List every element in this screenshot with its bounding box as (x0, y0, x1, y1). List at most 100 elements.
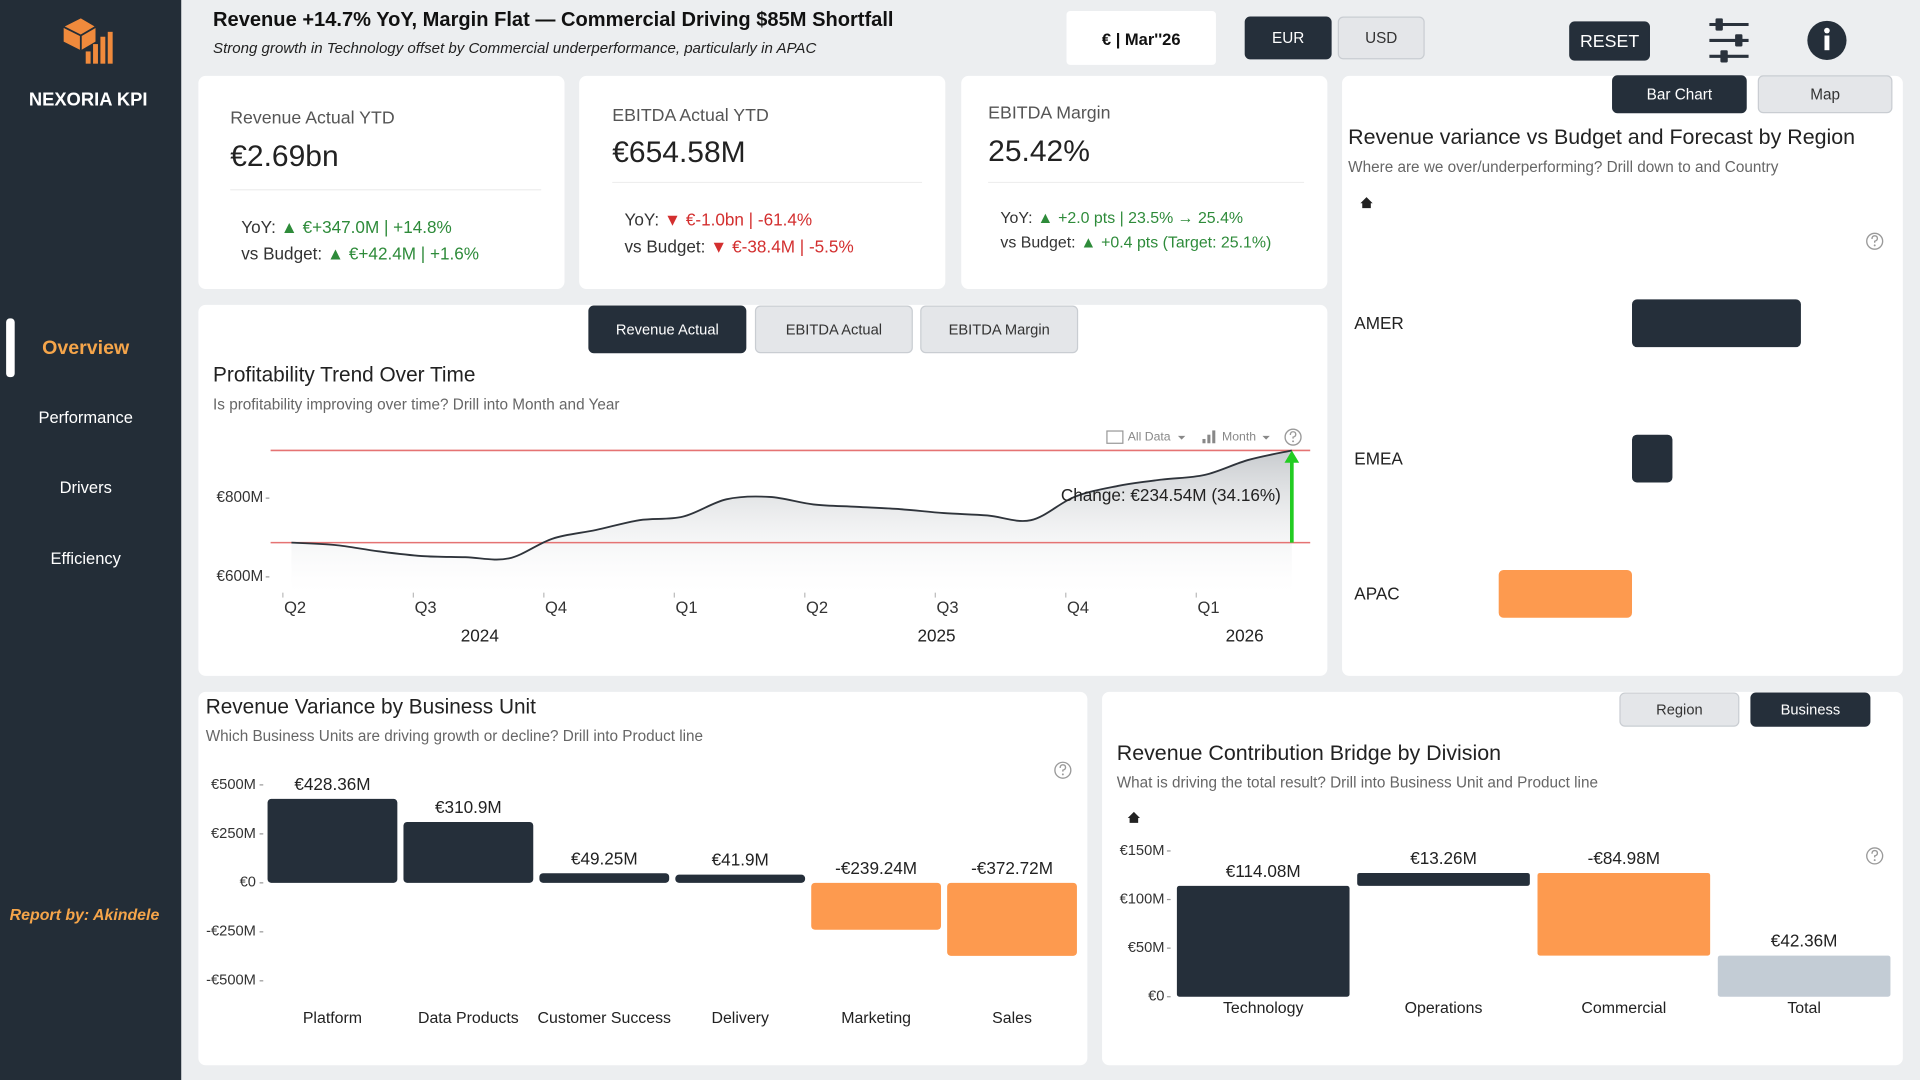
period-box[interactable] (1066, 11, 1216, 65)
x-tick-label: Data Products (418, 1010, 519, 1027)
card (198, 75, 565, 289)
nav-item[interactable]: Performance (38, 408, 133, 427)
y-tick-label: €50M (1128, 940, 1165, 956)
tab-button-label[interactable]: Revenue Actual (616, 322, 719, 338)
help-icon[interactable] (1054, 761, 1072, 779)
trend-area (291, 450, 1292, 593)
nav-item[interactable]: Overview (42, 337, 130, 359)
help-icon[interactable] (1866, 232, 1884, 250)
kpi-change: vs Budget: ▲ +0.4 pts (Target: 25.1%) (1000, 235, 1271, 252)
x-tick-label: Q1 (1197, 598, 1219, 617)
x-tick-label: Total (1787, 1000, 1821, 1017)
chart-subtitle: Is profitability improving over time? Dr… (213, 396, 619, 413)
chart-title: Profitability Trend Over Time (213, 363, 475, 386)
bar[interactable] (267, 798, 398, 883)
kpi-change-label: YoY: (624, 209, 659, 229)
control-label[interactable]: All Data (1128, 429, 1171, 443)
y-tick-label: -€500M (206, 973, 256, 989)
y-tick-label: €500M (211, 777, 256, 793)
header-title: Revenue +14.7% YoY, Margin Flat — Commer… (213, 9, 893, 31)
kpi-change-label: YoY: (241, 216, 276, 236)
tab-button[interactable] (754, 305, 913, 354)
x-tick-label: Delivery (711, 1010, 768, 1027)
currency-button[interactable] (1337, 16, 1425, 60)
chart-subtitle: What is driving the total result? Drill … (1117, 775, 1598, 792)
change-arrow-head (1284, 450, 1300, 463)
header-subtitle: Strong growth in Technology offset by Co… (213, 40, 816, 57)
bar[interactable] (1176, 885, 1350, 997)
view-toggle[interactable] (1750, 692, 1871, 727)
chart-subtitle: Which Business Units are driving growth … (206, 728, 703, 745)
kpi-change-arrow: ▲ (281, 216, 298, 236)
data-label: €310.9M (435, 797, 502, 817)
nav-item[interactable]: Drivers (60, 478, 112, 497)
credit: Report by: Akindele (10, 907, 160, 924)
bar[interactable] (1537, 872, 1711, 956)
tab-button-label[interactable]: EBITDA Margin (949, 322, 1050, 338)
x-tick-label: Commercial (1581, 1000, 1666, 1017)
x-tick-label: Q2 (284, 598, 306, 617)
bar[interactable] (1632, 299, 1801, 348)
kpi-change-arrow: ▲ (1080, 235, 1096, 252)
reset-button[interactable] (1569, 21, 1651, 61)
logo-cube-line (63, 26, 96, 51)
y-tick-label: €150M (1120, 843, 1165, 859)
view-toggle-label[interactable]: Region (1656, 703, 1703, 719)
tab-button-label[interactable]: EBITDA Actual (786, 322, 882, 338)
bar[interactable] (539, 873, 670, 883)
dropdown-arrow (1177, 435, 1186, 440)
nav-item[interactable]: Efficiency (51, 549, 122, 568)
control-label[interactable]: Month (1222, 429, 1256, 443)
x-tick-label: Customer Success (538, 1010, 672, 1027)
tab-button[interactable] (920, 305, 1079, 354)
view-toggle-label[interactable]: Bar Chart (1647, 87, 1713, 104)
bar[interactable] (403, 821, 534, 883)
kpi-change-value: €+347.0M | +14.8% (303, 216, 452, 236)
bar[interactable] (947, 882, 1077, 956)
view-toggle[interactable] (1757, 75, 1893, 114)
y-tick-label: EMEA (1354, 448, 1403, 468)
bar[interactable] (811, 882, 942, 930)
y-tick-label: €100M (1120, 891, 1165, 907)
x-tick-label: Q1 (676, 598, 698, 617)
help-icon-glyph (1871, 235, 1879, 243)
kpi-value: 25.42% (988, 135, 1090, 168)
kpi-change-value: €-38.4M | -5.5% (732, 236, 854, 256)
view-toggle-label[interactable]: Map (1810, 87, 1840, 104)
help-icon[interactable] (1866, 847, 1884, 865)
view-toggle-label[interactable]: Business (1781, 703, 1841, 719)
brand: NEXORIA KPI (29, 88, 148, 109)
y-tick-label: APAC (1354, 584, 1399, 604)
period-label[interactable]: € | Mar''26 (1102, 30, 1181, 49)
help-icon-dot (1873, 244, 1876, 247)
kpi-change-value: €-1.0bn | -61.4% (686, 209, 812, 229)
filters-knob (1715, 18, 1723, 31)
kpi-label: Revenue Actual YTD (230, 107, 394, 127)
data-label: -€84.98M (1588, 848, 1660, 868)
help-icon[interactable] (1284, 428, 1302, 446)
data-label: €114.08M (1226, 861, 1301, 881)
month-icon (1207, 434, 1211, 444)
reset-button-label[interactable]: RESET (1580, 31, 1639, 51)
home-icon[interactable] (1127, 811, 1140, 823)
view-toggle[interactable] (1619, 692, 1740, 727)
y-tick-label: €250M (211, 826, 256, 842)
chart-title: Revenue variance vs Budget and Forecast … (1348, 125, 1855, 149)
currency-button[interactable] (1244, 16, 1332, 60)
home-icon[interactable] (1360, 197, 1373, 209)
kpi-change-value: €+42.4M | +1.6% (349, 243, 479, 263)
tab-button[interactable] (588, 305, 747, 354)
currency-button-label[interactable]: USD (1365, 30, 1397, 47)
bar[interactable] (1498, 570, 1633, 618)
currency-button-label[interactable]: EUR (1272, 30, 1304, 47)
bar[interactable] (1717, 955, 1891, 997)
x-tick-label: Q4 (545, 598, 567, 617)
bar[interactable] (675, 874, 806, 883)
bar[interactable] (1357, 872, 1530, 886)
view-toggle[interactable] (1612, 75, 1747, 114)
filters-icon[interactable] (1709, 18, 1749, 63)
calendar-icon (1106, 430, 1124, 444)
bar[interactable] (1632, 434, 1673, 483)
